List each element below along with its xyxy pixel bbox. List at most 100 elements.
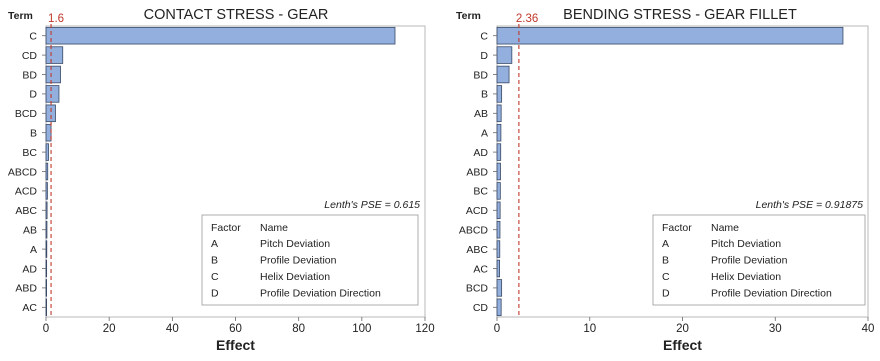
c1-category-label-bcd: BCD bbox=[466, 283, 489, 295]
c1-bar-abc bbox=[496, 240, 501, 258]
c1-legend-header-name: Name bbox=[711, 222, 739, 234]
c1-x-tick-label-0: 0 bbox=[494, 323, 500, 335]
c1-category-label-bc: BC bbox=[473, 186, 488, 198]
c0-reference-line-label: 1.6 bbox=[48, 13, 64, 25]
c1-factor-legend bbox=[652, 214, 866, 306]
c1-category-label-abd: ABD bbox=[466, 166, 488, 178]
c0-bar-acd bbox=[45, 182, 48, 200]
c0-category-label-abd: ABD bbox=[15, 283, 37, 295]
c1-bar-d bbox=[496, 46, 513, 64]
c0-legend-header-name: Name bbox=[260, 222, 288, 234]
c1-bar-abcd bbox=[496, 220, 501, 239]
c1-x-tick-label-40: 40 bbox=[862, 323, 875, 335]
c0-legend-factor-c: C bbox=[211, 271, 219, 283]
c1-category-label-a: A bbox=[481, 128, 488, 140]
c0-x-axis-label: Effect bbox=[216, 337, 255, 353]
c0-bar-ab bbox=[45, 220, 48, 239]
c0-x-tick-label-20: 20 bbox=[103, 323, 116, 335]
c0-bar-abcd bbox=[45, 162, 49, 181]
c1-category-label-acd: ACD bbox=[466, 205, 489, 217]
bending-stress-chart-svg: BENDING STRESS - GEAR FILLETTermCDBDBABA… bbox=[456, 7, 875, 353]
c0-bar-d bbox=[45, 85, 60, 103]
c1-bar-abd bbox=[496, 162, 501, 181]
c0-legend-factor-a: A bbox=[211, 238, 218, 250]
c1-x-tick-label-20: 20 bbox=[676, 323, 689, 335]
c0-legend-name-a: Pitch Deviation bbox=[260, 238, 330, 250]
c0-category-label-a: A bbox=[30, 244, 37, 256]
c1-bar-bd bbox=[496, 65, 510, 84]
c0-category-label-ab: AB bbox=[23, 225, 37, 237]
c0-x-tick-label-120: 120 bbox=[415, 323, 434, 335]
c1-bar-bcd bbox=[496, 279, 503, 297]
c0-legend-name-b: Profile Deviation bbox=[260, 255, 337, 267]
c1-category-label-c: C bbox=[480, 31, 488, 43]
c0-category-label-abc: ABC bbox=[15, 205, 37, 217]
c1-legend-header-factor: Factor bbox=[662, 222, 692, 234]
contact-stress-chart: CONTACT STRESS - GEAR Term C CD BD D BCD B BC ABC… bbox=[0, 0, 440, 356]
c0-bar-ad bbox=[45, 259, 48, 278]
c0-lenth-pse-annotation: Lenth's PSE = 0.615 bbox=[324, 199, 420, 211]
c1-legend-factor-d: D bbox=[662, 288, 670, 300]
c0-legend-factor-d: D bbox=[211, 288, 219, 300]
c1-legend-name-b: Profile Deviation bbox=[711, 255, 788, 267]
c0-bar-cd bbox=[45, 46, 64, 64]
c0-bar-bc bbox=[45, 143, 49, 161]
c0-category-label-cd: CD bbox=[22, 50, 38, 62]
c1-category-label-d: D bbox=[480, 50, 488, 62]
c0-bar-bcd bbox=[45, 104, 56, 123]
c0-category-label-abcd: ABCD bbox=[8, 166, 38, 178]
c0-bar-a bbox=[45, 240, 48, 258]
bending-stress-chart: BENDING STRESS - GEAR FILLET Term C D BD B AB A… bbox=[440, 0, 880, 356]
c1-reference-line-label: 2.36 bbox=[516, 13, 538, 25]
c0-category-label-bc: BC bbox=[22, 147, 37, 159]
c1-bar-bc bbox=[496, 182, 501, 200]
c0-factor-legend bbox=[201, 214, 419, 306]
c1-bar-a bbox=[496, 123, 502, 142]
c0-category-label-ad: AD bbox=[22, 263, 37, 275]
c1-bar-b bbox=[496, 85, 503, 103]
c0-x-tick-label-80: 80 bbox=[292, 323, 305, 335]
c0-legend-name-c: Helix Deviation bbox=[260, 271, 330, 283]
c1-category-label-ab: AB bbox=[474, 108, 488, 120]
c0-y-axis-label: Term bbox=[8, 10, 33, 22]
c0-x-tick-label-40: 40 bbox=[166, 323, 179, 335]
c1-legend-name-a: Pitch Deviation bbox=[711, 238, 781, 250]
c0-bar-ac bbox=[45, 298, 48, 317]
c0-chart-title: CONTACT STRESS - GEAR bbox=[144, 7, 329, 23]
c0-bar-c bbox=[45, 26, 396, 45]
c1-x-tick-label-30: 30 bbox=[769, 323, 782, 335]
c1-category-label-abcd: ABCD bbox=[459, 225, 489, 237]
c1-bar-cd bbox=[496, 298, 502, 317]
c0-x-tick-label-0: 0 bbox=[43, 323, 49, 335]
c1-chart-title: BENDING STRESS - GEAR FILLET bbox=[563, 7, 797, 23]
c1-category-label-b: B bbox=[481, 89, 488, 101]
c1-category-label-abc: ABC bbox=[466, 244, 488, 256]
c1-legend-name-c: Helix Deviation bbox=[711, 271, 781, 283]
c0-x-tick-label-60: 60 bbox=[229, 323, 242, 335]
c0-legend-factor-b: B bbox=[211, 255, 218, 267]
c1-bar-c bbox=[496, 26, 844, 45]
contact-stress-chart-svg: CONTACT STRESS - GEARTermCCDBDDBCDBBCABC… bbox=[8, 7, 435, 353]
c1-legend-factor-c: C bbox=[662, 271, 670, 283]
c0-legend-header-factor: Factor bbox=[211, 222, 241, 234]
c0-category-label-acd: ACD bbox=[15, 186, 38, 198]
c0-category-label-d: D bbox=[29, 89, 37, 101]
c0-category-label-bd: BD bbox=[22, 69, 37, 81]
c0-category-label-c: C bbox=[29, 31, 37, 43]
c1-category-label-ac: AC bbox=[473, 263, 488, 275]
c1-x-tick-label-10: 10 bbox=[583, 323, 596, 335]
c1-bar-acd bbox=[496, 201, 501, 220]
c0-bar-abc bbox=[45, 201, 48, 220]
c0-bar-bd bbox=[45, 65, 61, 84]
c1-x-axis-label: Effect bbox=[663, 337, 702, 353]
c1-bar-ad bbox=[496, 143, 502, 161]
c1-y-axis-label: Term bbox=[456, 10, 481, 22]
c1-legend-name-d: Profile Deviation Direction bbox=[711, 288, 832, 300]
c1-bar-ab bbox=[496, 104, 502, 123]
c0-x-tick-label-100: 100 bbox=[352, 323, 371, 335]
c1-legend-factor-a: A bbox=[662, 238, 669, 250]
c0-legend-name-d: Profile Deviation Direction bbox=[260, 288, 381, 300]
c1-category-label-ad: AD bbox=[473, 147, 488, 159]
c0-category-label-ac: AC bbox=[22, 302, 37, 314]
c0-bar-b bbox=[45, 123, 52, 142]
